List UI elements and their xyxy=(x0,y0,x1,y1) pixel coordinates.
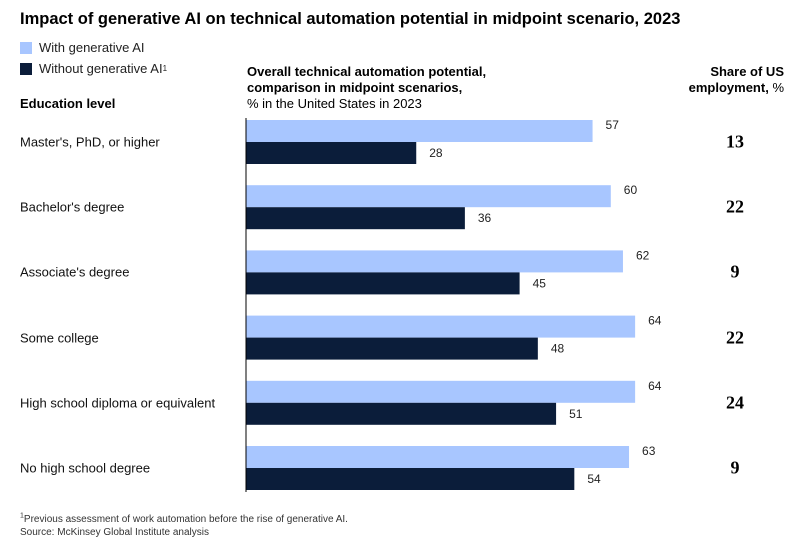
bar-without-generative-ai xyxy=(246,402,557,425)
bar-with-generative-ai xyxy=(246,185,611,208)
footnote-text: Previous assessment of work automation b… xyxy=(23,514,348,525)
column-header-line1: Overall technical automation potential, xyxy=(247,64,487,79)
bar-without-generative-ai xyxy=(246,468,575,490)
data-label: 62 xyxy=(636,248,650,262)
category-label: Associate's degree xyxy=(20,264,130,280)
category-label: Bachelor's degree xyxy=(20,199,125,215)
chart-column-header: Overall technical automation potential, … xyxy=(247,64,486,112)
legend-label-without: Without generative AI xyxy=(39,61,163,76)
category-label: Master's, PhD, or higher xyxy=(20,134,160,150)
share-value: 22 xyxy=(726,196,744,217)
bar-with-generative-ai xyxy=(246,315,636,338)
chart-title: Impact of generative AI on technical aut… xyxy=(20,10,681,28)
share-value: 9 xyxy=(730,457,740,478)
legend-label-with: With generative AI xyxy=(39,40,145,55)
legend-item-with-generative-ai: With generative AI xyxy=(20,40,145,55)
data-label: 57 xyxy=(606,118,620,132)
column-header-line2: comparison in midpoint scenarios, xyxy=(247,80,463,95)
bar-without-generative-ai xyxy=(246,272,520,295)
category-label: Some college xyxy=(20,330,99,346)
share-value: 22 xyxy=(726,327,744,348)
category-label: High school diploma or equivalent xyxy=(20,395,216,411)
data-label: 54 xyxy=(587,472,601,486)
share-header-line2: employment, xyxy=(688,80,769,95)
bar-without-generative-ai xyxy=(246,142,417,164)
bar-with-generative-ai xyxy=(246,446,630,468)
bar-with-generative-ai xyxy=(246,120,593,142)
share-value: 24 xyxy=(726,392,744,413)
share-header-line1: Share of US xyxy=(710,64,784,79)
footnote-marker: 1 xyxy=(20,512,24,520)
data-label: 63 xyxy=(642,444,656,458)
data-label: 28 xyxy=(429,146,443,160)
bar-without-generative-ai xyxy=(246,207,465,230)
share-value: 9 xyxy=(730,261,740,282)
source-text: Source: McKinsey Global Institute analys… xyxy=(20,527,209,538)
data-label: 64 xyxy=(648,379,662,393)
share-value: 13 xyxy=(726,131,744,152)
footnote: 1Previous assessment of work automation … xyxy=(20,513,348,539)
bar-with-generative-ai xyxy=(246,380,636,403)
data-label: 45 xyxy=(533,276,547,290)
data-label: 48 xyxy=(551,342,565,356)
data-label: 64 xyxy=(648,314,662,328)
data-label: 51 xyxy=(569,407,583,421)
category-label: No high school degree xyxy=(20,460,151,476)
data-label: 60 xyxy=(624,183,638,197)
legend-swatch-with xyxy=(20,41,32,54)
legend-swatch-without xyxy=(20,62,32,75)
data-label: 36 xyxy=(478,211,492,225)
legend-item-without-generative-ai: Without generative AI 1 xyxy=(20,61,167,76)
education-level-header: Education level xyxy=(20,96,116,111)
bar-with-generative-ai xyxy=(246,250,623,273)
share-of-employment-header: Share of US employment, % xyxy=(674,64,784,96)
share-header-unit: % xyxy=(772,80,784,95)
column-header-line3: % in the United States in 2023 xyxy=(247,96,422,111)
bar-without-generative-ai xyxy=(246,337,538,360)
